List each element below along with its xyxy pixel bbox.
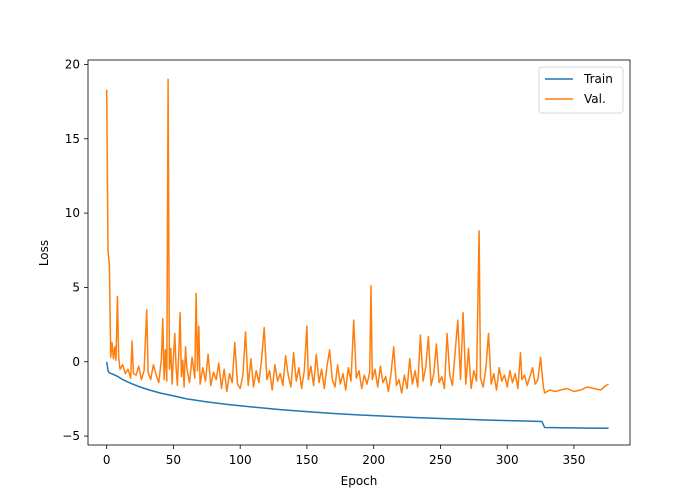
y-tick-label: 10 xyxy=(65,206,80,220)
series-train-line xyxy=(105,361,609,429)
x-tick-label: 350 xyxy=(562,453,585,467)
legend: Train Val. xyxy=(538,66,624,114)
y-axis-label: Loss xyxy=(37,240,51,266)
x-tick-label: 200 xyxy=(362,453,385,467)
y-tick-label: 20 xyxy=(65,57,80,71)
x-tick-label: 250 xyxy=(429,453,452,467)
legend-val-label: Val. xyxy=(584,92,606,106)
y-tick-label: −5 xyxy=(62,429,80,443)
x-tick-label: 0 xyxy=(103,453,111,467)
series-layer xyxy=(105,78,609,429)
x-tick-label: 150 xyxy=(295,453,318,467)
y-tick-label: 15 xyxy=(65,132,80,146)
y-axis-ticks: −5 0 5 10 15 20 xyxy=(62,57,88,443)
x-axis-ticks: 0 50 100 150 200 250 300 350 xyxy=(103,445,585,467)
y-tick-label: 5 xyxy=(72,280,80,294)
legend-train-label: Train xyxy=(583,72,613,86)
series-val-line xyxy=(105,78,609,394)
x-tick-label: 300 xyxy=(496,453,519,467)
x-tick-label: 50 xyxy=(166,453,181,467)
y-tick-label: 0 xyxy=(72,355,80,369)
x-tick-label: 100 xyxy=(229,453,252,467)
x-axis-label: Epoch xyxy=(341,474,378,488)
plot-frame xyxy=(87,59,631,446)
